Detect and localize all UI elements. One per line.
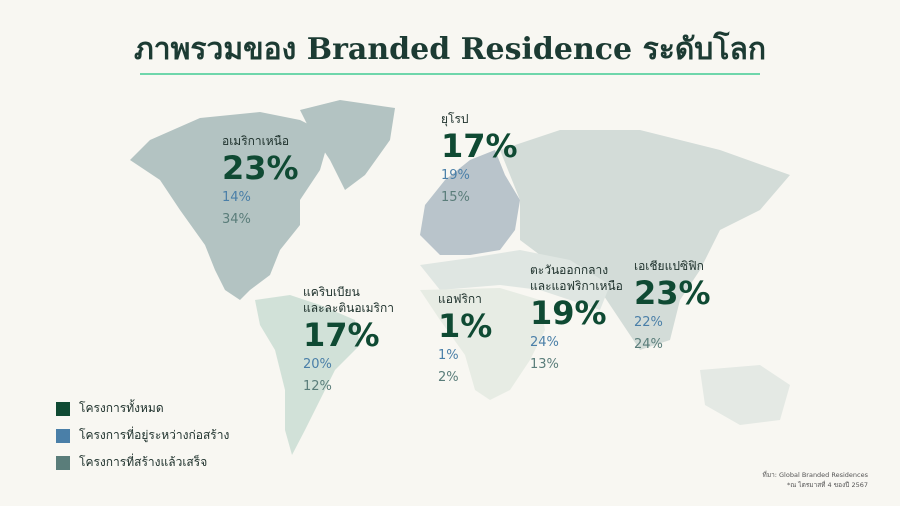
map-latin-america bbox=[255, 295, 360, 455]
total-percent: 23% bbox=[634, 274, 711, 312]
map-north-america bbox=[130, 112, 330, 300]
region-latin-america: แคริบเบียน และละตินอเมริกา 17% 20% 12% bbox=[303, 284, 394, 398]
completed-percent: 15% bbox=[441, 190, 470, 205]
region-name: อเมริกาเหนือ bbox=[222, 134, 290, 148]
source-line: ที่มา: Global Branded Residences bbox=[762, 471, 868, 479]
region-africa: แอฟริกา 1% 1% 2% bbox=[438, 291, 492, 389]
legend: โครงการทั้งหมด โครงการที่อยู่ระหว่างก่อส… bbox=[56, 395, 229, 476]
completed-percent: 13% bbox=[530, 357, 559, 372]
under-construction-percent: 20% bbox=[303, 357, 332, 372]
total-percent: 17% bbox=[441, 127, 518, 165]
legend-item-total: โครงการทั้งหมด bbox=[56, 395, 229, 422]
region-middle-east-north-africa: ตะวันออกกลาง และแอฟริกาเหนือ 19% 24% 13% bbox=[530, 262, 623, 376]
legend-label: โครงการที่อยู่ระหว่างก่อสร้าง bbox=[79, 428, 230, 442]
total-percent: 19% bbox=[530, 294, 607, 332]
under-construction-percent: 1% bbox=[438, 348, 459, 363]
region-asia-pacific: เอเชียแปซิฟิก 23% 22% 24% bbox=[634, 258, 711, 356]
region-europe: ยุโรป 17% 19% 15% bbox=[441, 111, 518, 209]
legend-label: โครงการที่สร้างแล้วเสร็จ bbox=[79, 455, 208, 469]
legend-item-under-construction: โครงการที่อยู่ระหว่างก่อสร้าง bbox=[56, 422, 229, 449]
map-africa bbox=[420, 288, 545, 400]
map-middle-east-north-africa bbox=[420, 250, 610, 310]
completed-percent: 24% bbox=[634, 337, 663, 352]
region-name: แอฟริกา bbox=[438, 292, 482, 306]
total-percent: 23% bbox=[222, 149, 299, 187]
source-note: ที่มา: Global Branded Residences *ณ ไตรม… bbox=[763, 470, 868, 490]
completed-percent: 2% bbox=[438, 370, 459, 385]
map-europe bbox=[420, 150, 520, 255]
source-date-note: *ณ ไตรมาสที่ 4 ของปี 2567 bbox=[786, 481, 868, 489]
title-underline bbox=[140, 73, 760, 75]
region-name: แคริบเบียน และละตินอเมริกา bbox=[303, 285, 394, 315]
total-percent: 1% bbox=[438, 307, 493, 345]
region-name: ตะวันออกกลาง และแอฟริกาเหนือ bbox=[530, 263, 623, 293]
map-asia bbox=[500, 130, 790, 350]
legend-item-completed: โครงการที่สร้างแล้วเสร็จ bbox=[56, 449, 229, 476]
legend-swatch bbox=[56, 401, 70, 416]
under-construction-percent: 22% bbox=[634, 315, 663, 330]
under-construction-percent: 24% bbox=[530, 335, 559, 350]
completed-percent: 12% bbox=[303, 379, 332, 394]
region-name: เอเชียแปซิฟิก bbox=[634, 259, 704, 273]
total-percent: 17% bbox=[303, 316, 380, 354]
under-construction-percent: 19% bbox=[441, 168, 470, 183]
region-name: ยุโรป bbox=[441, 112, 469, 126]
completed-percent: 34% bbox=[222, 212, 251, 227]
legend-swatch bbox=[56, 428, 70, 443]
map-oceania bbox=[700, 365, 790, 425]
map-greenland bbox=[300, 100, 395, 190]
region-north-america: อเมริกาเหนือ 23% 14% 34% bbox=[222, 133, 299, 231]
page-title: ภาพรวมของ Branded Residence ระดับโลก bbox=[133, 32, 767, 67]
under-construction-percent: 14% bbox=[222, 190, 251, 205]
legend-swatch bbox=[56, 455, 70, 470]
legend-label: โครงการทั้งหมด bbox=[79, 401, 164, 415]
